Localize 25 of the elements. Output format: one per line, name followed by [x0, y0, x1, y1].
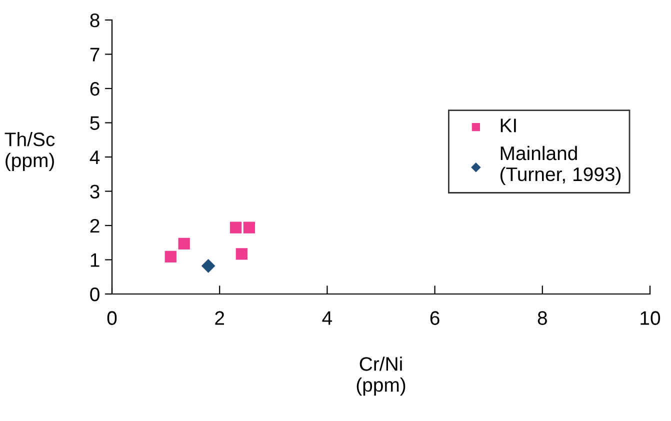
y-tick-label: 8 [90, 13, 100, 28]
point [236, 248, 248, 260]
point [178, 238, 190, 250]
x-tick-label: 4 [322, 311, 332, 325]
x-axis-title: Cr/Ni (ppm) [356, 356, 406, 396]
x-tick-label: 8 [538, 311, 547, 325]
y-tick-label: 6 [90, 82, 100, 96]
x-tick-label: 0 [107, 311, 117, 325]
y-tick-label: 7 [90, 48, 100, 62]
point [201, 258, 216, 273]
x-tick-label: 6 [430, 311, 440, 325]
x-tick-label: 2 [215, 311, 224, 325]
point [243, 222, 255, 234]
y-axis-title: Th/Sc (ppm) [4, 132, 55, 172]
y-tick-label: 4 [90, 150, 100, 164]
x-tick-label: 10 [640, 311, 660, 325]
y-tick-label: 0 [90, 287, 100, 302]
y-tick-label: 2 [90, 218, 100, 233]
legend-label: Mainland (Turner, 1993) [500, 146, 621, 185]
point [164, 250, 176, 262]
point [230, 222, 242, 234]
y-tick-label: 5 [90, 116, 100, 130]
y-tick-label: 3 [90, 184, 100, 198]
legend-label: KI [500, 118, 516, 132]
y-tick-label: 1 [90, 253, 100, 267]
